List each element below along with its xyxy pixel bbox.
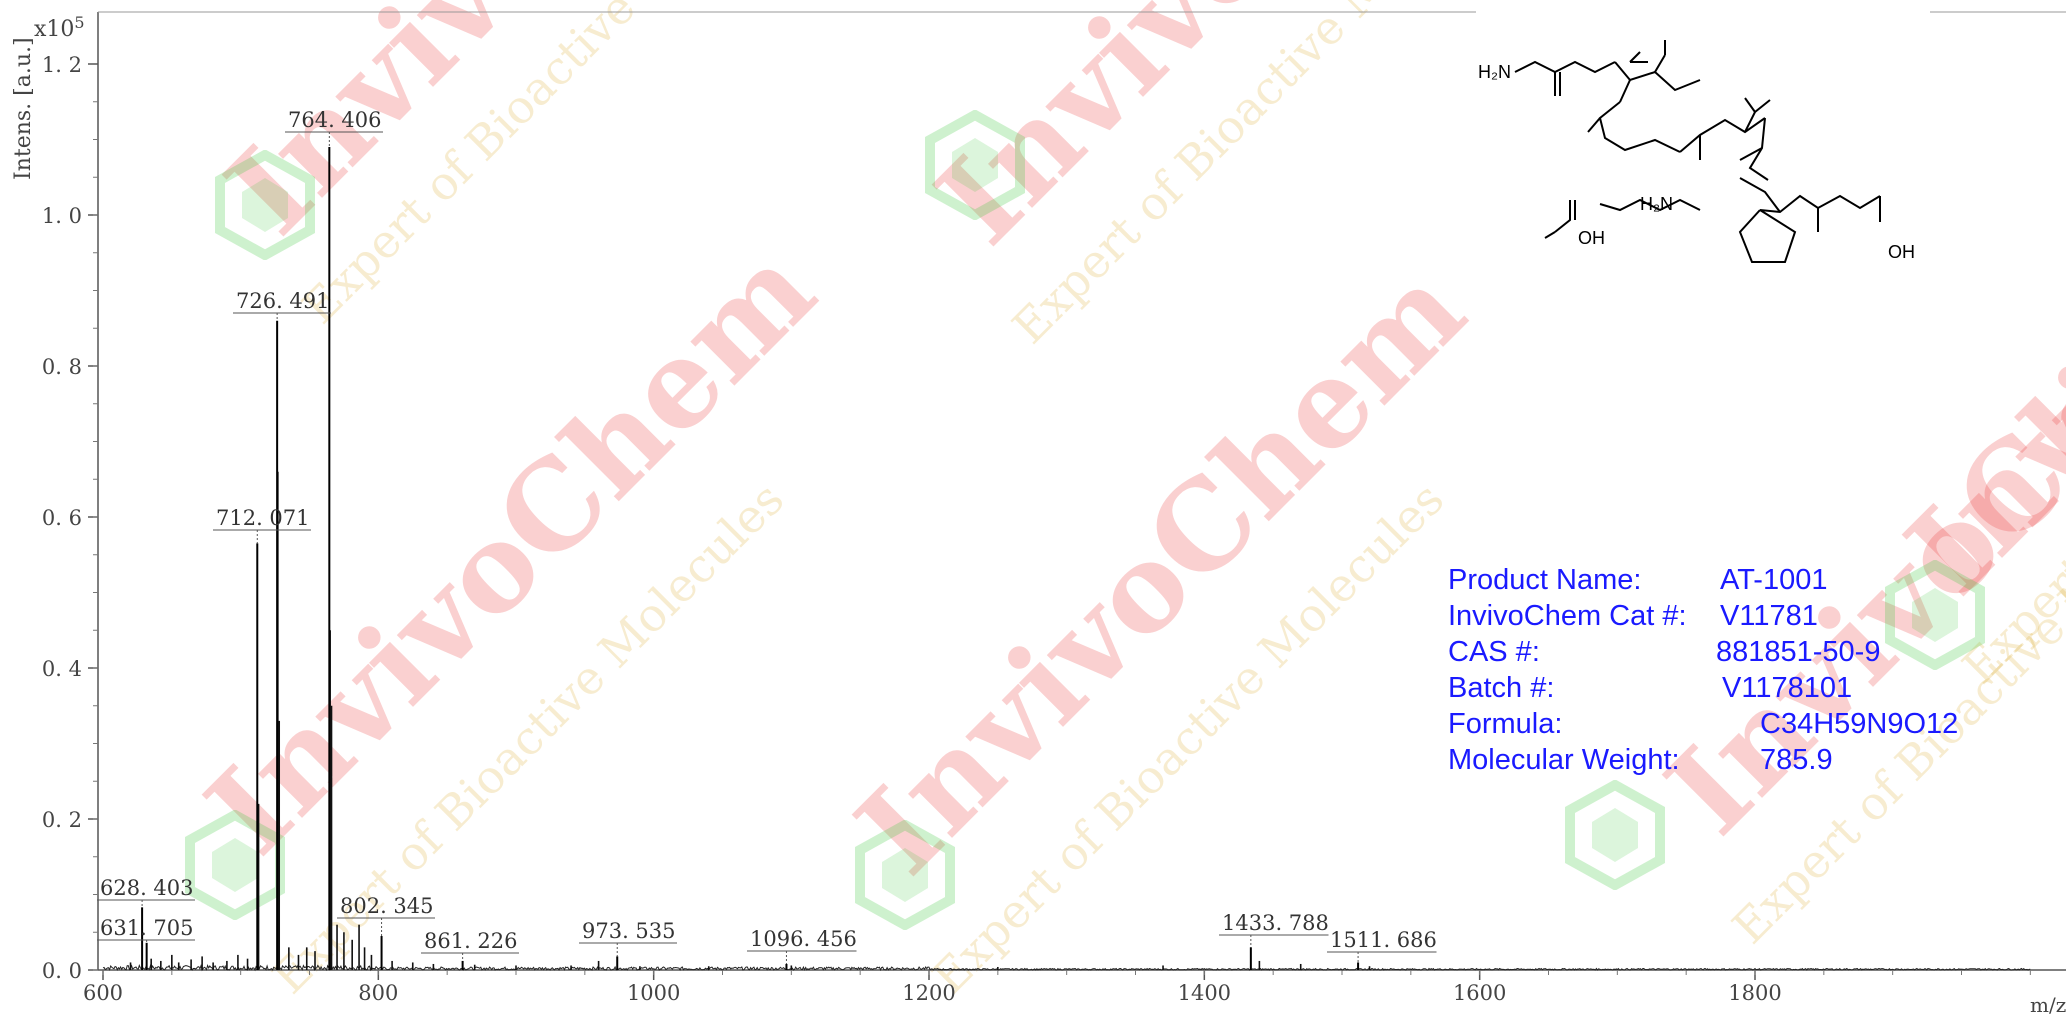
y-axis-label: Intens. [a.u.] bbox=[11, 37, 36, 180]
y-tick-label: 1. 0 bbox=[42, 204, 82, 228]
peak-label: 861. 226 bbox=[424, 929, 518, 953]
peak-label: 1433. 788 bbox=[1222, 911, 1329, 935]
spectrum-layer bbox=[102, 147, 2031, 972]
batch-label: Batch #: bbox=[1448, 672, 1555, 704]
product-name-value: AT-1001 bbox=[1720, 564, 1828, 596]
formula-label: Formula: bbox=[1448, 708, 1563, 740]
peak-label: 1096. 456 bbox=[750, 927, 857, 951]
amine-label: H₂N bbox=[1478, 62, 1511, 82]
chemical-structure bbox=[1514, 40, 1881, 263]
x-tick-label: 1000 bbox=[627, 981, 680, 1005]
structure-labels: H₂N H₂N OH OH bbox=[1478, 62, 1915, 262]
peak-label-layer: 628. 403 631. 705 712. 071 726. 491 764. 406… bbox=[97, 108, 1437, 964]
product-name-label: Product Name: bbox=[1448, 564, 1642, 596]
x-tick-label: 1400 bbox=[1178, 981, 1231, 1005]
batch-value: V1178101 bbox=[1722, 672, 1853, 704]
peak-label: 1511. 686 bbox=[1330, 928, 1437, 952]
amide-label: H₂N bbox=[1640, 194, 1673, 214]
y-tick-label: 0. 0 bbox=[42, 959, 82, 983]
peak-label: 726. 491 bbox=[236, 289, 330, 313]
peak-label: 631. 705 bbox=[100, 916, 194, 940]
x-tick-label: 600 bbox=[83, 981, 123, 1005]
cat-label: InvivoChem Cat #: bbox=[1448, 600, 1687, 632]
x-tick-label: 1600 bbox=[1453, 981, 1506, 1005]
y-tick-label: 0. 6 bbox=[42, 506, 82, 530]
y-tick-label: 0. 4 bbox=[42, 657, 82, 681]
spectrum-baseline bbox=[102, 963, 2031, 972]
peak-label: 973. 535 bbox=[582, 919, 676, 943]
peak-label: 764. 406 bbox=[288, 108, 382, 132]
x-axis-label: m/z bbox=[2030, 993, 2066, 1017]
y-tick-label: 0. 2 bbox=[42, 808, 82, 832]
axes bbox=[97, 11, 2066, 971]
formula-value: C34H59N9O12 bbox=[1760, 708, 1959, 740]
mw-value: 785.9 bbox=[1760, 744, 1833, 776]
cas-label: CAS #: bbox=[1448, 636, 1540, 668]
cas-value: 881851-50-9 bbox=[1716, 636, 1881, 668]
y-tick-label: 0. 8 bbox=[42, 355, 82, 379]
x-tick-label: 1200 bbox=[902, 981, 955, 1005]
y-scale-label: x105 bbox=[34, 13, 85, 42]
acetic-oh-label: OH bbox=[1578, 228, 1605, 248]
x-tick-label: 800 bbox=[358, 981, 398, 1005]
peak-label: 802. 345 bbox=[340, 894, 434, 918]
cat-value: V11781 bbox=[1720, 600, 1818, 632]
tick-layer: 600 800 1000 1200 1400 1600 1800 0. 0 0. 2 0. 4 0.… bbox=[42, 53, 2031, 1005]
y-tick-label: 1. 2 bbox=[42, 53, 82, 77]
peak-label: 628. 403 bbox=[100, 876, 194, 900]
acid-oh-label: OH bbox=[1888, 242, 1915, 262]
x-tick-label: 1800 bbox=[1728, 981, 1781, 1005]
peak-label: 712. 071 bbox=[216, 506, 310, 530]
mw-label: Molecular Weight: bbox=[1448, 744, 1680, 776]
